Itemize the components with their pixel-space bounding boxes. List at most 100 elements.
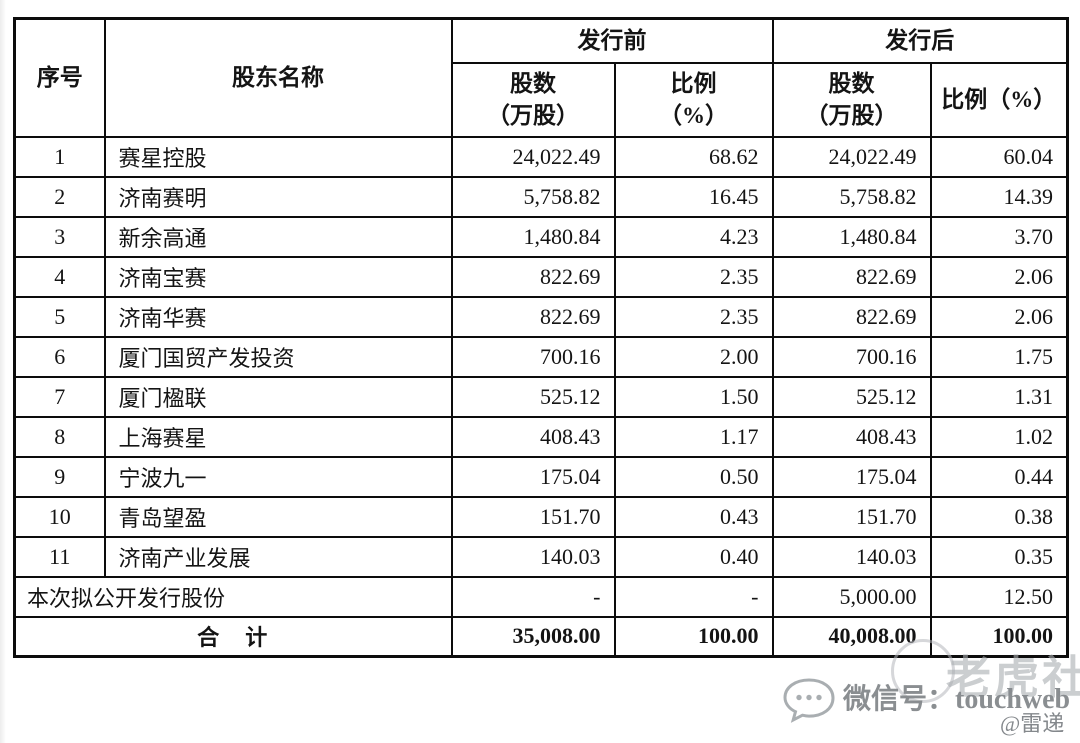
issuance-row: 本次拟公开发行股份 - - 5,000.00 12.50	[13, 575, 1069, 618]
row-pre-shares: 5,758.82	[450, 175, 616, 218]
row-pre-percent: 4.23	[613, 215, 774, 258]
row-post-shares: 822.69	[771, 295, 932, 338]
total-label: 合 计	[13, 615, 453, 658]
wechat-id-watermark: 微信号：touchweb	[843, 684, 1071, 715]
row-pre-percent: 16.45	[613, 175, 774, 218]
table-row: 7 厦门楹联 525.12 1.50 525.12 1.31	[13, 375, 1069, 418]
row-pre-shares: 151.70	[450, 495, 616, 538]
row-shareholder-name: 新余高通	[103, 215, 453, 258]
total-row: 合 计 35,008.00 100.00 40,008.00 100.00	[13, 615, 1069, 658]
author-handle-watermark: @雷递	[1000, 711, 1065, 736]
issuance-pre-shares: -	[450, 575, 616, 618]
row-post-percent: 0.35	[929, 535, 1069, 578]
wechat-chat-bubble-icon	[780, 676, 838, 724]
row-shareholder-name: 宁波九一	[103, 455, 453, 498]
row-seq: 5	[13, 295, 106, 338]
header-sub-row: 股数 （万股） 比例 （%） 股数 （万股） 比例（%）	[15, 61, 1069, 138]
row-pre-percent: 1.50	[613, 375, 774, 418]
row-pre-percent: 68.62	[613, 135, 774, 178]
row-shareholder-name: 赛星控股	[103, 135, 453, 178]
table-row: 4 济南宝赛 822.69 2.35 822.69 2.06	[13, 255, 1069, 298]
header-pre-percent: 比例 （%）	[613, 61, 774, 138]
row-pre-percent: 1.17	[613, 415, 774, 458]
row-post-shares: 1,480.84	[771, 215, 932, 258]
header-post-shares: 股数 （万股）	[771, 61, 932, 138]
scan-edge-artifact	[0, 0, 6, 743]
row-post-percent: 14.39	[929, 175, 1069, 218]
row-post-percent: 3.70	[929, 215, 1069, 258]
row-post-shares: 822.69	[771, 255, 932, 298]
row-post-percent: 0.44	[929, 455, 1069, 498]
row-shareholder-name: 济南产业发展	[103, 535, 453, 578]
total-post-percent: 100.00	[929, 615, 1069, 658]
row-pre-shares: 700.16	[450, 335, 616, 378]
table-row: 8 上海赛星 408.43 1.17 408.43 1.02	[13, 415, 1069, 458]
row-seq: 2	[13, 175, 106, 218]
row-seq: 8	[13, 415, 106, 458]
row-post-shares: 140.03	[771, 535, 932, 578]
header-pre-shares: 股数 （万股）	[450, 61, 616, 138]
issuance-label: 本次拟公开发行股份	[13, 575, 453, 618]
row-post-percent: 1.31	[929, 375, 1069, 418]
table-row: 11 济南产业发展 140.03 0.40 140.03 0.35	[13, 535, 1069, 578]
header-shareholder-name: 股东名称	[103, 17, 453, 138]
row-pre-shares: 140.03	[450, 535, 616, 578]
row-shareholder-name: 厦门楹联	[103, 375, 453, 418]
shareholder-table: 序号 股东名称 发行前 发行后 股数 （万股） 比例 （%） 股数 （万股） 比…	[13, 17, 1069, 658]
row-post-percent: 1.02	[929, 415, 1069, 458]
total-pre-percent: 100.00	[613, 615, 774, 658]
row-post-shares: 408.43	[771, 415, 932, 458]
row-pre-percent: 2.35	[613, 255, 774, 298]
row-pre-shares: 525.12	[450, 375, 616, 418]
row-seq: 6	[13, 335, 106, 378]
row-post-percent: 2.06	[929, 255, 1069, 298]
row-pre-shares: 24,022.49	[450, 135, 616, 178]
row-shareholder-name: 厦门国贸产发投资	[103, 335, 453, 378]
header-post-percent: 比例（%）	[929, 61, 1069, 138]
issuance-post-percent: 12.50	[929, 575, 1069, 618]
total-post-shares: 40,008.00	[771, 615, 932, 658]
row-post-shares: 5,758.82	[771, 175, 932, 218]
table-row: 2 济南赛明 5,758.82 16.45 5,758.82 14.39	[13, 175, 1069, 218]
header-group-pre-issuance: 发行前	[450, 17, 774, 64]
row-post-shares: 175.04	[771, 455, 932, 498]
row-post-shares: 700.16	[771, 335, 932, 378]
header-seq: 序号	[13, 17, 106, 138]
table-row: 9 宁波九一 175.04 0.50 175.04 0.44	[13, 455, 1069, 498]
issuance-post-shares: 5,000.00	[771, 575, 932, 618]
row-seq: 7	[13, 375, 106, 418]
row-pre-shares: 408.43	[450, 415, 616, 458]
row-shareholder-name: 济南华赛	[103, 295, 453, 338]
row-pre-percent: 0.50	[613, 455, 774, 498]
row-seq: 10	[13, 495, 106, 538]
row-seq: 1	[13, 135, 106, 178]
row-post-shares: 525.12	[771, 375, 932, 418]
row-post-shares: 151.70	[771, 495, 932, 538]
issuance-pre-percent: -	[613, 575, 774, 618]
row-pre-shares: 822.69	[450, 255, 616, 298]
row-seq: 4	[13, 255, 106, 298]
row-pre-percent: 0.40	[613, 535, 774, 578]
row-seq: 3	[13, 215, 106, 258]
total-pre-shares: 35,008.00	[450, 615, 616, 658]
row-pre-shares: 1,480.84	[450, 215, 616, 258]
row-shareholder-name: 上海赛星	[103, 415, 453, 458]
row-post-shares: 24,022.49	[771, 135, 932, 178]
row-pre-percent: 0.43	[613, 495, 774, 538]
table-row: 1 赛星控股 24,022.49 68.62 24,022.49 60.04	[13, 135, 1069, 178]
table-row: 10 青岛望盈 151.70 0.43 151.70 0.38	[13, 495, 1069, 538]
row-pre-percent: 2.35	[613, 295, 774, 338]
row-shareholder-name: 济南赛明	[103, 175, 453, 218]
row-pre-shares: 175.04	[450, 455, 616, 498]
row-shareholder-name: 青岛望盈	[103, 495, 453, 538]
row-seq: 11	[13, 535, 106, 578]
table-row: 3 新余高通 1,480.84 4.23 1,480.84 3.70	[13, 215, 1069, 258]
row-post-percent: 1.75	[929, 335, 1069, 378]
table-row: 6 厦门国贸产发投资 700.16 2.00 700.16 1.75	[13, 335, 1069, 378]
table-row: 5 济南华赛 822.69 2.35 822.69 2.06	[13, 295, 1069, 338]
row-post-percent: 2.06	[929, 295, 1069, 338]
row-pre-percent: 2.00	[613, 335, 774, 378]
row-seq: 9	[13, 455, 106, 498]
row-post-percent: 60.04	[929, 135, 1069, 178]
row-pre-shares: 822.69	[450, 295, 616, 338]
